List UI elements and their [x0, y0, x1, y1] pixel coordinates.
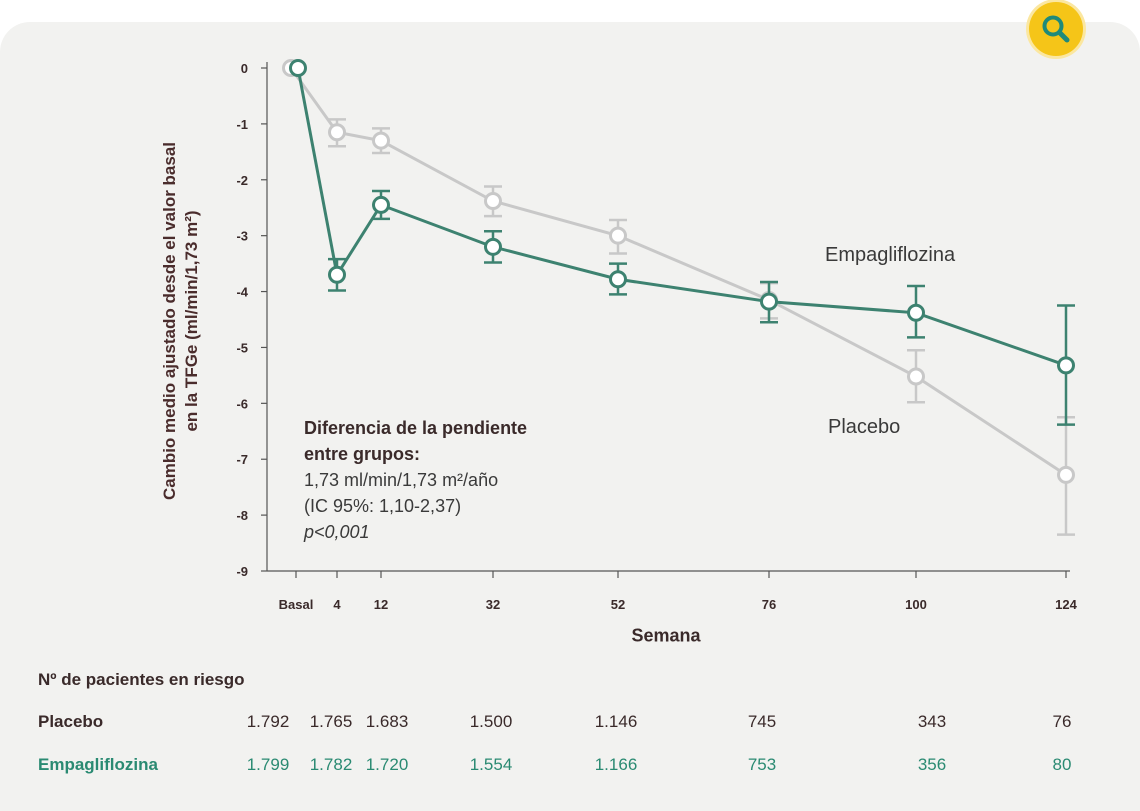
- data-point-empagliflozina: [760, 292, 778, 311]
- series-label-placebo: Placebo: [828, 416, 901, 438]
- magnifier-icon: [1042, 15, 1070, 43]
- y-axis-label-line2: en la TFGe (ml/min/1,73 m²): [182, 210, 201, 432]
- y-tick-label: -4: [236, 285, 248, 300]
- risk-cell: 1.765: [309, 712, 353, 731]
- risk-cell: 753: [747, 755, 777, 774]
- series-line-empagliflozina: [296, 67, 1067, 367]
- y-tick-label: -1: [236, 117, 248, 132]
- risk-cell: 76: [1052, 712, 1072, 731]
- data-point-empagliflozina: [328, 265, 346, 284]
- series-label-empagliflozina: Empagliflozina: [825, 244, 956, 266]
- risk-cell: 1.166: [594, 755, 638, 774]
- x-tick-label: 4: [333, 597, 341, 612]
- risk-cell: 1.683: [365, 712, 409, 731]
- x-tick-label: Basal: [279, 597, 314, 612]
- slope-annotation: Diferencia de la pendiente entre grupos:…: [304, 415, 527, 545]
- data-point-empagliflozina: [289, 59, 307, 77]
- x-tick-label: 12: [374, 597, 388, 612]
- data-point-empagliflozina: [484, 237, 502, 256]
- data-point-placebo: [328, 123, 346, 142]
- x-tick-label: 52: [611, 597, 625, 612]
- data-point-placebo: [484, 192, 502, 211]
- risk-cell: 1.500: [469, 712, 513, 731]
- data-point-empagliflozina: [372, 195, 390, 214]
- y-axis-label: Cambio medio ajustado desde el valor bas…: [159, 142, 203, 500]
- y-tick-label: -2: [236, 173, 248, 188]
- x-axis-label: Semana: [631, 625, 701, 646]
- data-point-placebo: [1057, 465, 1075, 484]
- annotation-line3: 1,73 ml/min/1,73 m²/año: [304, 470, 499, 490]
- y-tick-label: -5: [236, 340, 248, 355]
- risk-cell: 1.792: [246, 712, 290, 731]
- risk-row-label: Placebo: [38, 712, 104, 731]
- risk-cell: 1.146: [594, 712, 638, 731]
- risk-cell: 80: [1052, 755, 1072, 774]
- risk-cell: 356: [917, 755, 947, 774]
- risk-cell: 1.720: [365, 755, 409, 774]
- y-tick-label: -7: [236, 452, 248, 467]
- chart-card: [0, 22, 1140, 811]
- annotation-line2: entre grupos:: [304, 444, 421, 464]
- y-tick-label: 0: [241, 61, 248, 76]
- annotation-line4: (IC 95%: 1,10-2,37): [304, 496, 462, 516]
- data-point-empagliflozina: [609, 270, 627, 289]
- x-tick-label: 76: [762, 597, 776, 612]
- data-point-placebo: [372, 131, 390, 150]
- y-tick-label: -8: [236, 508, 248, 523]
- zoom-button[interactable]: [1029, 2, 1083, 56]
- risk-cell: 745: [747, 712, 777, 731]
- risk-table-title: Nº de pacientes en riesgo: [38, 670, 245, 689]
- risk-cell: 343: [917, 712, 947, 731]
- y-axis-label-line1: Cambio medio ajustado desde el valor bas…: [160, 141, 179, 501]
- annotation-line1: Diferencia de la pendiente: [304, 418, 528, 438]
- data-point-placebo: [907, 367, 925, 386]
- annotation-pvalue: p<0,001: [304, 522, 370, 542]
- data-point-placebo: [609, 226, 627, 245]
- risk-cell: 1.554: [469, 755, 513, 774]
- risk-cell: 1.799: [246, 755, 290, 774]
- x-tick-label: 100: [905, 597, 927, 612]
- data-point-empagliflozina: [907, 303, 925, 322]
- series-line-placebo: [289, 67, 1067, 477]
- x-tick-label: 124: [1055, 597, 1077, 612]
- data-point-empagliflozina: [1057, 356, 1075, 375]
- y-tick-label: -9: [236, 564, 248, 579]
- x-tick-label: 32: [486, 597, 500, 612]
- y-tick-label: -6: [236, 396, 248, 411]
- risk-row-label: Empagliflozina: [38, 755, 158, 774]
- risk-cell: 1.782: [309, 755, 353, 774]
- y-tick-label: -3: [236, 229, 248, 244]
